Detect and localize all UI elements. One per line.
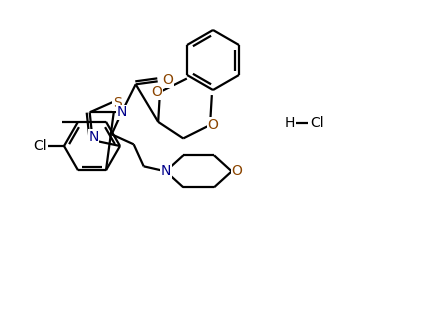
Text: N: N — [160, 164, 170, 178]
Text: H: H — [284, 116, 294, 130]
Text: O: O — [151, 85, 162, 99]
Text: N: N — [116, 105, 127, 119]
Text: O: O — [207, 118, 218, 132]
Text: O: O — [162, 73, 173, 87]
Text: O: O — [231, 164, 242, 178]
Text: Cl: Cl — [309, 116, 323, 130]
Text: Cl: Cl — [33, 139, 47, 153]
Text: S: S — [112, 96, 121, 110]
Text: N: N — [88, 130, 98, 144]
